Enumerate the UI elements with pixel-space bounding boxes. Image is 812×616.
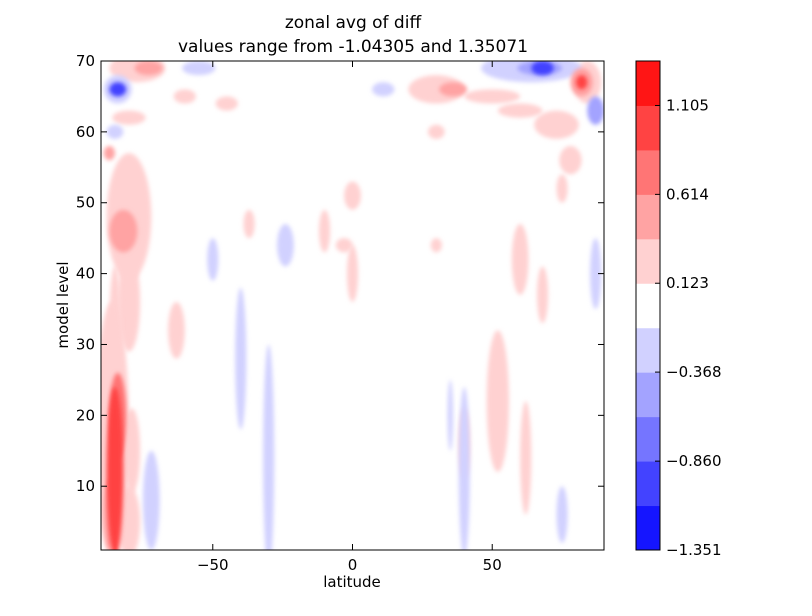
colorbar-tick-label: −0.860 [666, 452, 722, 470]
contour-patch [536, 266, 549, 324]
chart-title-line-2: values range from -1.04305 and 1.35071 [178, 37, 528, 57]
x-tick-label: 50 [483, 556, 502, 574]
colorbar-band [636, 372, 660, 418]
contour-patch [168, 301, 185, 359]
contour-patch [277, 224, 294, 267]
contour-patch [430, 238, 442, 253]
colorbar-band [636, 238, 660, 284]
colorbar-band [636, 505, 660, 551]
contour-patch [109, 82, 127, 97]
contour-patch [486, 330, 509, 473]
colorbar-band [636, 61, 660, 106]
contour-fills [101, 61, 604, 550]
y-tick-label: 30 [76, 335, 95, 353]
colorbar-tick-label: −0.368 [666, 363, 722, 381]
contour-patch [458, 387, 470, 550]
contour-patch [556, 174, 568, 203]
y-tick-label: 40 [76, 265, 95, 283]
contour-patch [106, 124, 124, 139]
contour-patch [215, 96, 238, 111]
contour-patch [464, 89, 521, 104]
plot-area [101, 61, 604, 550]
contour-patch [520, 401, 532, 515]
colorbar-tick-label: 1.105 [666, 97, 709, 115]
colorbar-band [636, 461, 660, 507]
chart-title-line-1: zonal avg of diff [285, 13, 423, 33]
contour-patch [173, 89, 197, 104]
contour-patch [576, 75, 588, 90]
x-axis-label: latitude [323, 573, 381, 591]
contour-patch [497, 103, 543, 118]
contour-patch [103, 146, 115, 161]
colorbar-band [636, 283, 660, 329]
colorbar-band [636, 149, 660, 195]
contour-patch [263, 344, 275, 550]
contour-patch [112, 110, 146, 125]
colorbar-band [636, 105, 660, 151]
contour-patch [447, 379, 454, 451]
colorbar-band [636, 194, 660, 240]
x-axis: −50 0 50 [197, 61, 502, 574]
contour-patch [439, 82, 468, 97]
colorbar-frame [635, 60, 661, 551]
colorbar-band [636, 327, 660, 373]
colorbar-tick-label: −1.351 [666, 541, 722, 559]
x-tick-label: 0 [348, 556, 358, 574]
contour-patch [427, 124, 445, 139]
contour-patch [117, 486, 141, 550]
contour-patch [318, 209, 331, 253]
contour-patch [182, 61, 216, 76]
y-tick-label: 20 [76, 406, 95, 424]
contour-patch [134, 61, 163, 76]
contour-patch [235, 287, 247, 430]
colorbar-tick-label: 0.123 [666, 274, 709, 292]
contour-patch [408, 75, 465, 104]
x-tick-label: −50 [197, 556, 229, 574]
y-axis-label: model level [54, 261, 72, 348]
contour-patch [335, 238, 353, 253]
contour-patch [556, 486, 568, 543]
contour-patch [559, 146, 582, 175]
contour-patch [243, 209, 255, 239]
y-tick-label: 50 [76, 194, 95, 212]
contour-patch [207, 238, 219, 281]
y-tick-label: 70 [76, 52, 95, 70]
contour-patch [346, 245, 359, 302]
contour-patch [511, 224, 529, 295]
contour-patch [344, 181, 361, 210]
colorbar-tick-label: 0.614 [666, 185, 709, 203]
contour-patch [590, 238, 602, 310]
contour-patch [372, 82, 395, 97]
contour-patch [534, 110, 579, 139]
contour-patch [106, 387, 124, 550]
y-tick-label: 60 [76, 123, 95, 141]
y-axis: 10 20 30 40 50 60 70 [76, 52, 604, 495]
contour-patch [587, 96, 604, 125]
y-tick-label: 10 [76, 477, 95, 495]
contour-patch [142, 450, 160, 550]
contour-patch [531, 61, 554, 76]
contour-patch [109, 209, 138, 253]
colorbar: −1.351 −0.860 −0.368 0.123 0.614 1.105 [635, 60, 722, 559]
colorbar-band [636, 416, 660, 462]
